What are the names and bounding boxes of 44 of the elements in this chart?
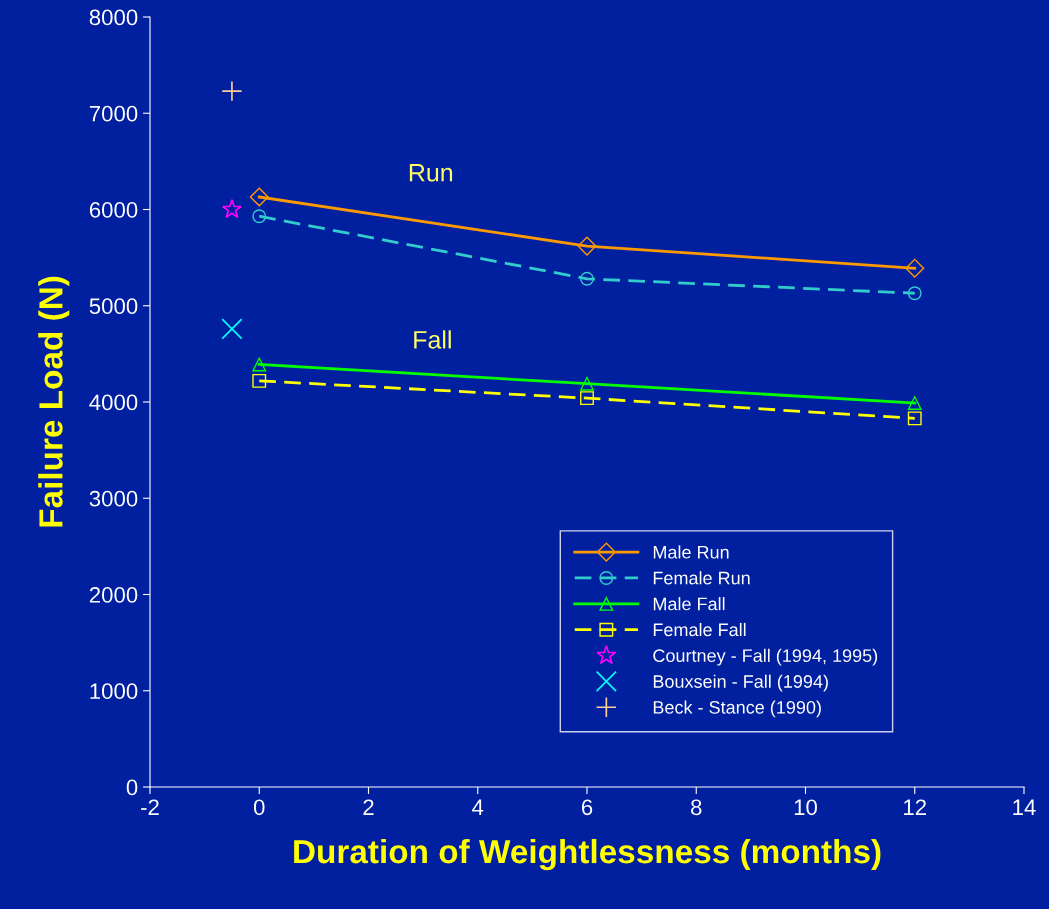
point xyxy=(580,271,594,286)
y-tick-label: 6000 xyxy=(89,202,138,218)
x-tick-label: 0 xyxy=(253,799,265,816)
y-tick-label: 8000 xyxy=(89,9,138,26)
x-axis-title: Duration of Weightlessness (months) xyxy=(294,838,881,871)
point xyxy=(905,258,925,278)
point xyxy=(252,209,267,224)
x-tick-label: 8 xyxy=(691,799,702,816)
y-axis-title: Failure Load (N) xyxy=(38,276,70,527)
x-tick-label: 4 xyxy=(472,799,484,815)
point xyxy=(580,391,594,406)
point xyxy=(907,286,922,301)
legend-label: Male Fall xyxy=(653,597,725,611)
annotation: Fall xyxy=(414,330,451,349)
y-tick-label: 5000 xyxy=(89,298,138,315)
y-tick-label: 0 xyxy=(126,779,138,796)
point xyxy=(907,411,922,426)
x-tick-label: 10 xyxy=(794,799,817,816)
x-tick-label: 14 xyxy=(1013,799,1036,815)
legend-label: Beck - Stance (1990) xyxy=(653,700,821,718)
x-tick-label: 12 xyxy=(904,799,926,815)
point xyxy=(221,198,243,219)
y-tick-label: 2000 xyxy=(89,587,138,603)
y-tick-label: 1000 xyxy=(90,683,138,700)
legend-label: Female Fall xyxy=(653,622,746,637)
point xyxy=(221,80,243,102)
legend-label: Courtney - Fall (1994, 1995) xyxy=(653,648,878,666)
legend-label: Male Run xyxy=(653,545,729,559)
x-tick-label: 6 xyxy=(581,799,593,816)
legend-label: Bouxsein - Fall (1994) xyxy=(653,674,828,692)
x-tick-label: -2 xyxy=(141,799,159,815)
point xyxy=(252,357,267,372)
point xyxy=(907,396,922,410)
y-tick-label: 7000 xyxy=(89,105,138,122)
point xyxy=(221,318,243,340)
point xyxy=(580,376,594,391)
point xyxy=(249,187,269,207)
point xyxy=(252,373,267,388)
point xyxy=(577,236,597,256)
x-tick-label: 2 xyxy=(363,799,374,815)
y-tick-label: 4000 xyxy=(89,394,138,411)
legend-label: Female Run xyxy=(653,571,750,585)
annotation: Run xyxy=(409,164,453,182)
y-tick-label: 3000 xyxy=(89,490,138,507)
